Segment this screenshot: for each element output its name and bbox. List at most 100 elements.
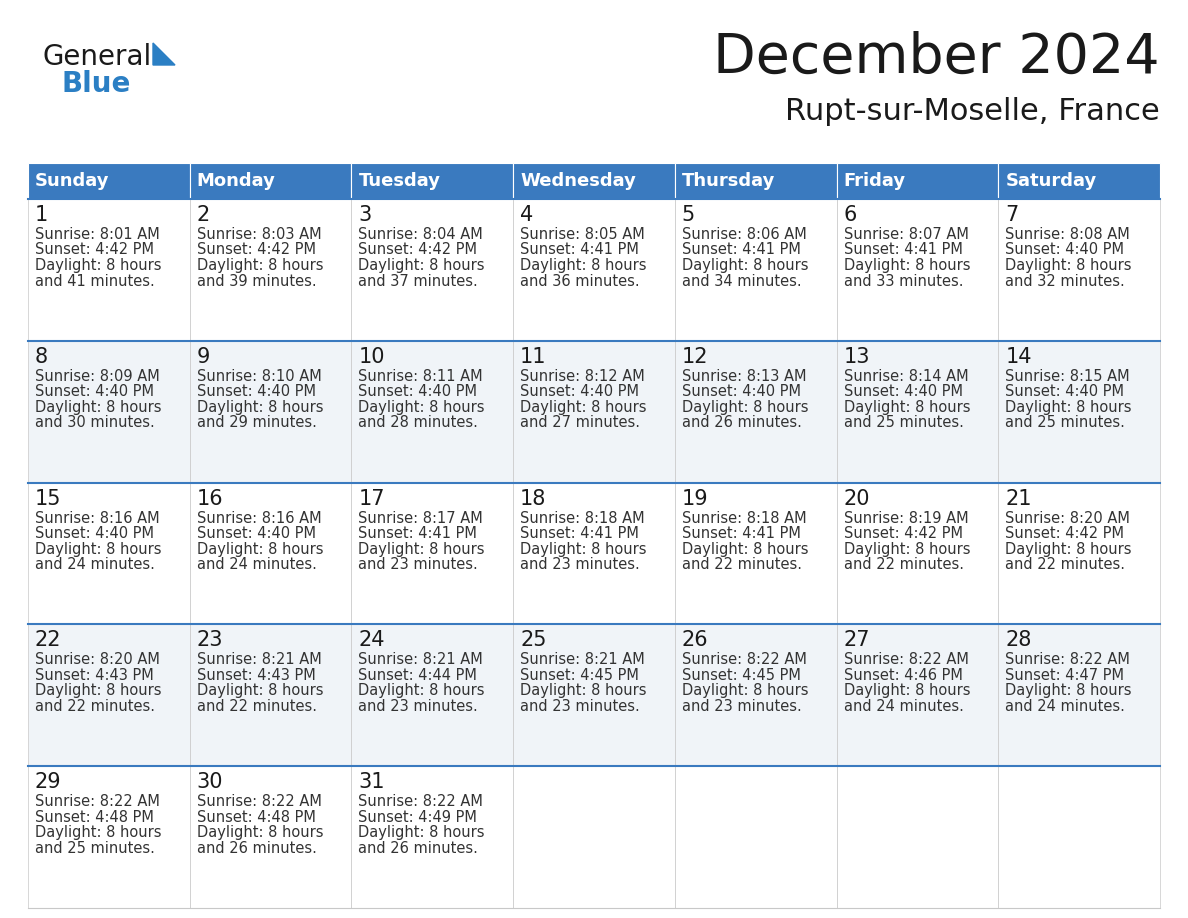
Text: 1: 1: [34, 205, 49, 225]
Text: and 23 minutes.: and 23 minutes.: [520, 699, 640, 714]
Text: Daylight: 8 hours: Daylight: 8 hours: [843, 258, 971, 273]
Text: 11: 11: [520, 347, 546, 367]
Text: Sunset: 4:48 PM: Sunset: 4:48 PM: [197, 810, 316, 824]
Text: Sunrise: 8:22 AM: Sunrise: 8:22 AM: [682, 653, 807, 667]
Text: Daylight: 8 hours: Daylight: 8 hours: [359, 825, 485, 840]
Text: Sunset: 4:40 PM: Sunset: 4:40 PM: [34, 526, 154, 541]
Text: Sunrise: 8:17 AM: Sunrise: 8:17 AM: [359, 510, 484, 526]
Bar: [190, 483, 352, 624]
Text: 27: 27: [843, 631, 870, 650]
Text: Sunset: 4:40 PM: Sunset: 4:40 PM: [1005, 385, 1124, 399]
Text: and 32 minutes.: and 32 minutes.: [1005, 274, 1125, 288]
Text: and 36 minutes.: and 36 minutes.: [520, 274, 640, 288]
Text: Daylight: 8 hours: Daylight: 8 hours: [682, 683, 808, 699]
Bar: [190, 199, 352, 341]
Text: 13: 13: [843, 347, 870, 367]
Text: 3: 3: [359, 205, 372, 225]
Bar: [998, 199, 1159, 341]
Text: and 24 minutes.: and 24 minutes.: [843, 699, 963, 714]
Text: Daylight: 8 hours: Daylight: 8 hours: [1005, 542, 1132, 556]
Bar: [998, 163, 1159, 199]
Text: and 24 minutes.: and 24 minutes.: [197, 557, 316, 572]
Text: 22: 22: [34, 631, 62, 650]
Text: Daylight: 8 hours: Daylight: 8 hours: [682, 258, 808, 273]
Text: and 23 minutes.: and 23 minutes.: [359, 557, 479, 572]
Bar: [190, 341, 352, 483]
Text: Sunset: 4:48 PM: Sunset: 4:48 PM: [34, 810, 154, 824]
Text: 14: 14: [1005, 347, 1032, 367]
Text: 7: 7: [1005, 205, 1018, 225]
Text: Sunrise: 8:07 AM: Sunrise: 8:07 AM: [843, 227, 968, 242]
Bar: [836, 199, 998, 341]
Bar: [513, 624, 675, 767]
Bar: [836, 624, 998, 767]
Bar: [190, 163, 352, 199]
Text: Daylight: 8 hours: Daylight: 8 hours: [197, 258, 323, 273]
Text: Rupt-sur-Moselle, France: Rupt-sur-Moselle, France: [785, 97, 1159, 127]
Text: and 28 minutes.: and 28 minutes.: [359, 415, 479, 431]
Text: Sunset: 4:40 PM: Sunset: 4:40 PM: [359, 385, 478, 399]
Text: and 22 minutes.: and 22 minutes.: [34, 699, 154, 714]
Bar: [675, 483, 836, 624]
Text: Sunrise: 8:18 AM: Sunrise: 8:18 AM: [520, 510, 645, 526]
Bar: [29, 341, 190, 483]
Text: Sunrise: 8:04 AM: Sunrise: 8:04 AM: [359, 227, 484, 242]
Text: 15: 15: [34, 488, 62, 509]
Text: 17: 17: [359, 488, 385, 509]
Bar: [352, 163, 513, 199]
Text: 21: 21: [1005, 488, 1032, 509]
Text: Daylight: 8 hours: Daylight: 8 hours: [197, 825, 323, 840]
Text: Daylight: 8 hours: Daylight: 8 hours: [843, 683, 971, 699]
Text: Sunrise: 8:16 AM: Sunrise: 8:16 AM: [34, 510, 159, 526]
Bar: [836, 163, 998, 199]
Bar: [998, 341, 1159, 483]
Bar: [352, 341, 513, 483]
Text: 31: 31: [359, 772, 385, 792]
Text: 30: 30: [197, 772, 223, 792]
Text: Sunrise: 8:20 AM: Sunrise: 8:20 AM: [1005, 510, 1130, 526]
Text: Sunrise: 8:22 AM: Sunrise: 8:22 AM: [843, 653, 968, 667]
Bar: [513, 767, 675, 908]
Text: Sunset: 4:42 PM: Sunset: 4:42 PM: [34, 242, 154, 258]
Text: Sunset: 4:40 PM: Sunset: 4:40 PM: [197, 526, 316, 541]
Text: Sunset: 4:43 PM: Sunset: 4:43 PM: [34, 668, 153, 683]
Text: 8: 8: [34, 347, 49, 367]
Text: Sunrise: 8:22 AM: Sunrise: 8:22 AM: [1005, 653, 1130, 667]
Text: Sunset: 4:41 PM: Sunset: 4:41 PM: [843, 242, 962, 258]
Text: Sunset: 4:41 PM: Sunset: 4:41 PM: [359, 526, 478, 541]
Text: and 23 minutes.: and 23 minutes.: [359, 699, 479, 714]
Text: 29: 29: [34, 772, 62, 792]
Text: Wednesday: Wednesday: [520, 172, 636, 190]
Bar: [836, 767, 998, 908]
Text: Blue: Blue: [61, 70, 131, 98]
Text: and 39 minutes.: and 39 minutes.: [197, 274, 316, 288]
Bar: [190, 624, 352, 767]
Text: Daylight: 8 hours: Daylight: 8 hours: [520, 542, 646, 556]
Text: Daylight: 8 hours: Daylight: 8 hours: [1005, 400, 1132, 415]
Text: Sunset: 4:46 PM: Sunset: 4:46 PM: [843, 668, 962, 683]
Text: Sunset: 4:49 PM: Sunset: 4:49 PM: [359, 810, 478, 824]
Text: 4: 4: [520, 205, 533, 225]
Text: Sunrise: 8:05 AM: Sunrise: 8:05 AM: [520, 227, 645, 242]
Text: 24: 24: [359, 631, 385, 650]
Text: and 22 minutes.: and 22 minutes.: [682, 557, 802, 572]
Text: Sunset: 4:40 PM: Sunset: 4:40 PM: [197, 385, 316, 399]
Bar: [513, 163, 675, 199]
Text: Sunday: Sunday: [34, 172, 109, 190]
Text: 23: 23: [197, 631, 223, 650]
Text: Daylight: 8 hours: Daylight: 8 hours: [34, 825, 162, 840]
Text: Daylight: 8 hours: Daylight: 8 hours: [682, 400, 808, 415]
Text: and 25 minutes.: and 25 minutes.: [34, 841, 154, 856]
Text: Sunrise: 8:22 AM: Sunrise: 8:22 AM: [34, 794, 160, 809]
Text: Daylight: 8 hours: Daylight: 8 hours: [520, 400, 646, 415]
Text: Sunset: 4:42 PM: Sunset: 4:42 PM: [843, 526, 962, 541]
Text: Sunrise: 8:19 AM: Sunrise: 8:19 AM: [843, 510, 968, 526]
Text: Daylight: 8 hours: Daylight: 8 hours: [682, 542, 808, 556]
Text: and 27 minutes.: and 27 minutes.: [520, 415, 640, 431]
Bar: [998, 483, 1159, 624]
Text: Daylight: 8 hours: Daylight: 8 hours: [1005, 683, 1132, 699]
Bar: [675, 767, 836, 908]
Bar: [675, 624, 836, 767]
Text: Daylight: 8 hours: Daylight: 8 hours: [34, 683, 162, 699]
Text: 5: 5: [682, 205, 695, 225]
